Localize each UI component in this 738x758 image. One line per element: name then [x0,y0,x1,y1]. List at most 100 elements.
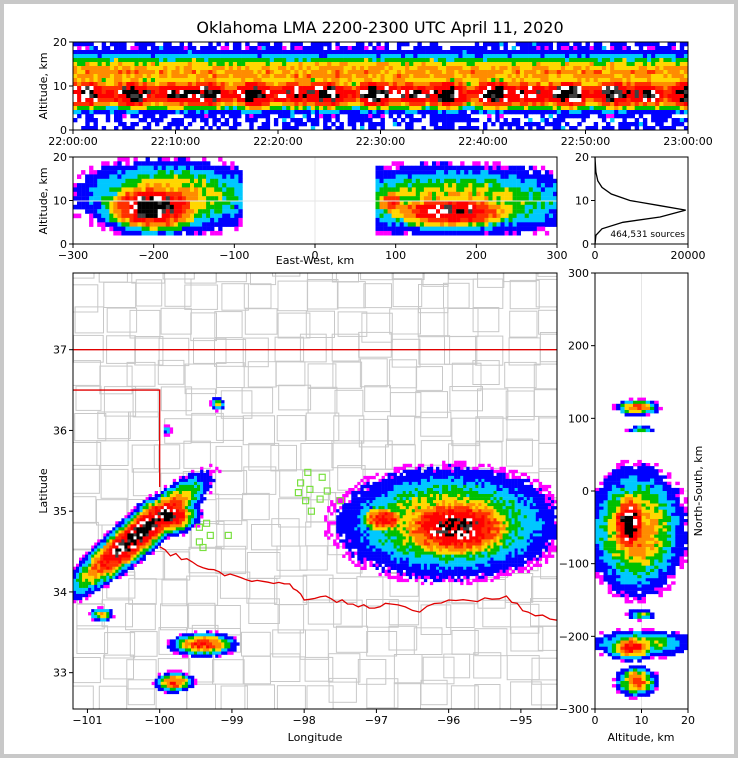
ew-height-cell [407,200,413,206]
time-height-cell [552,94,558,99]
time-height-cell [364,58,369,63]
time-height-cell [114,118,119,123]
county-cell [277,312,311,339]
time-height-cell [187,94,193,99]
ew-height-cell [375,200,380,206]
plan-view-cell [94,581,98,586]
time-height-cell [208,74,213,79]
time-height-cell [417,110,422,115]
time-height-cell [589,54,594,59]
ew-height-cell [81,196,86,201]
time-height-cell [224,62,230,67]
ew-height-cell [544,230,550,236]
time-height-cell [425,62,430,67]
ew-height-cell [468,170,473,175]
ew-height-cell [190,191,195,197]
time-height-cell [294,66,299,71]
ew-height-cell [508,191,513,197]
time-height-cell [364,70,369,75]
ew-height-cell [411,217,417,223]
time-height-cell [257,54,262,59]
time-height-cell [269,54,275,59]
time-height-cell [187,82,193,87]
ew-height-cell [238,204,243,210]
time-height-cell [298,118,303,123]
time-height-cell [273,118,279,123]
county-cell [356,576,384,607]
ew-height-cell [448,222,453,227]
ew-height-cell [113,226,118,232]
ew-height-cell [468,217,473,223]
time-height-cell [491,54,496,59]
time-height-cell [134,50,139,55]
time-height-cell [606,78,611,83]
ew-height-cell [109,183,114,188]
time-height-cell [237,58,242,63]
time-height-cell [171,66,176,71]
time-height-cell [532,86,537,91]
time-height-cell [458,74,463,79]
ew-height-cell [480,222,485,227]
time-height-cell [593,98,599,103]
time-height-cell [310,90,316,95]
county-cell [510,681,542,709]
plan-view-cell [106,530,110,534]
time-height-cell [560,70,566,75]
ew-height-cell [480,165,485,171]
time-height-cell [610,110,615,115]
ew-height-cell [468,209,473,214]
ew-height-cell [544,196,550,201]
ew-height-cell [145,217,150,223]
ew-height-cell [218,165,223,171]
time-height-cell [556,122,562,127]
time-height-cell [577,54,582,59]
time-height-cell [651,82,656,87]
time-height-cell [273,122,279,127]
county-cell [214,605,241,636]
time-height-cell [421,78,426,83]
time-height-cell [524,46,529,51]
time-height-cell [335,50,340,55]
figure: Oklahoma LMA 2200-2300 UTC April 11, 202… [4,4,734,754]
time-height-cell [442,62,447,67]
plan-view-cell [82,590,86,595]
time-height-cell [536,98,541,103]
time-height-cell [450,74,455,79]
time-height-cell [626,122,631,127]
time-height-cell [548,82,553,87]
time-height-cell [347,46,353,51]
time-height-cell [634,102,640,107]
ew-height-cell [89,165,94,171]
ew-height-cell [528,222,534,227]
time-height-cell [565,42,570,47]
time-height-cell [323,110,328,115]
time-height-cell [511,94,517,99]
time-height-cell [241,98,246,103]
ew-height-cell [488,209,493,214]
time-height-cell [507,90,512,95]
time-height-cell [245,98,250,103]
time-height-cell [622,122,627,127]
time-height-cell [577,74,582,79]
ew-height-cell [198,209,203,214]
ew-height-cell [85,200,90,206]
time-height-cell [212,94,217,99]
time-height-cell [642,102,648,107]
time-height-cell [372,110,377,115]
ew-height-cell [411,191,417,197]
time-height-cell [216,58,221,63]
time-height-cell [642,122,648,127]
ew-height-cell [177,200,183,206]
time-height-cell [560,42,566,47]
time-height-cell [614,66,619,71]
time-height-cell [187,106,193,111]
time-height-cell [433,98,439,103]
time-height-cell [93,54,98,59]
time-height-cell [273,74,279,79]
time-height-cell [298,122,303,127]
time-height-cell [372,62,377,67]
time-height-cell [388,94,394,99]
ew-height-cell [133,226,138,232]
time-height-cell [273,62,279,67]
county-cell [299,333,327,363]
